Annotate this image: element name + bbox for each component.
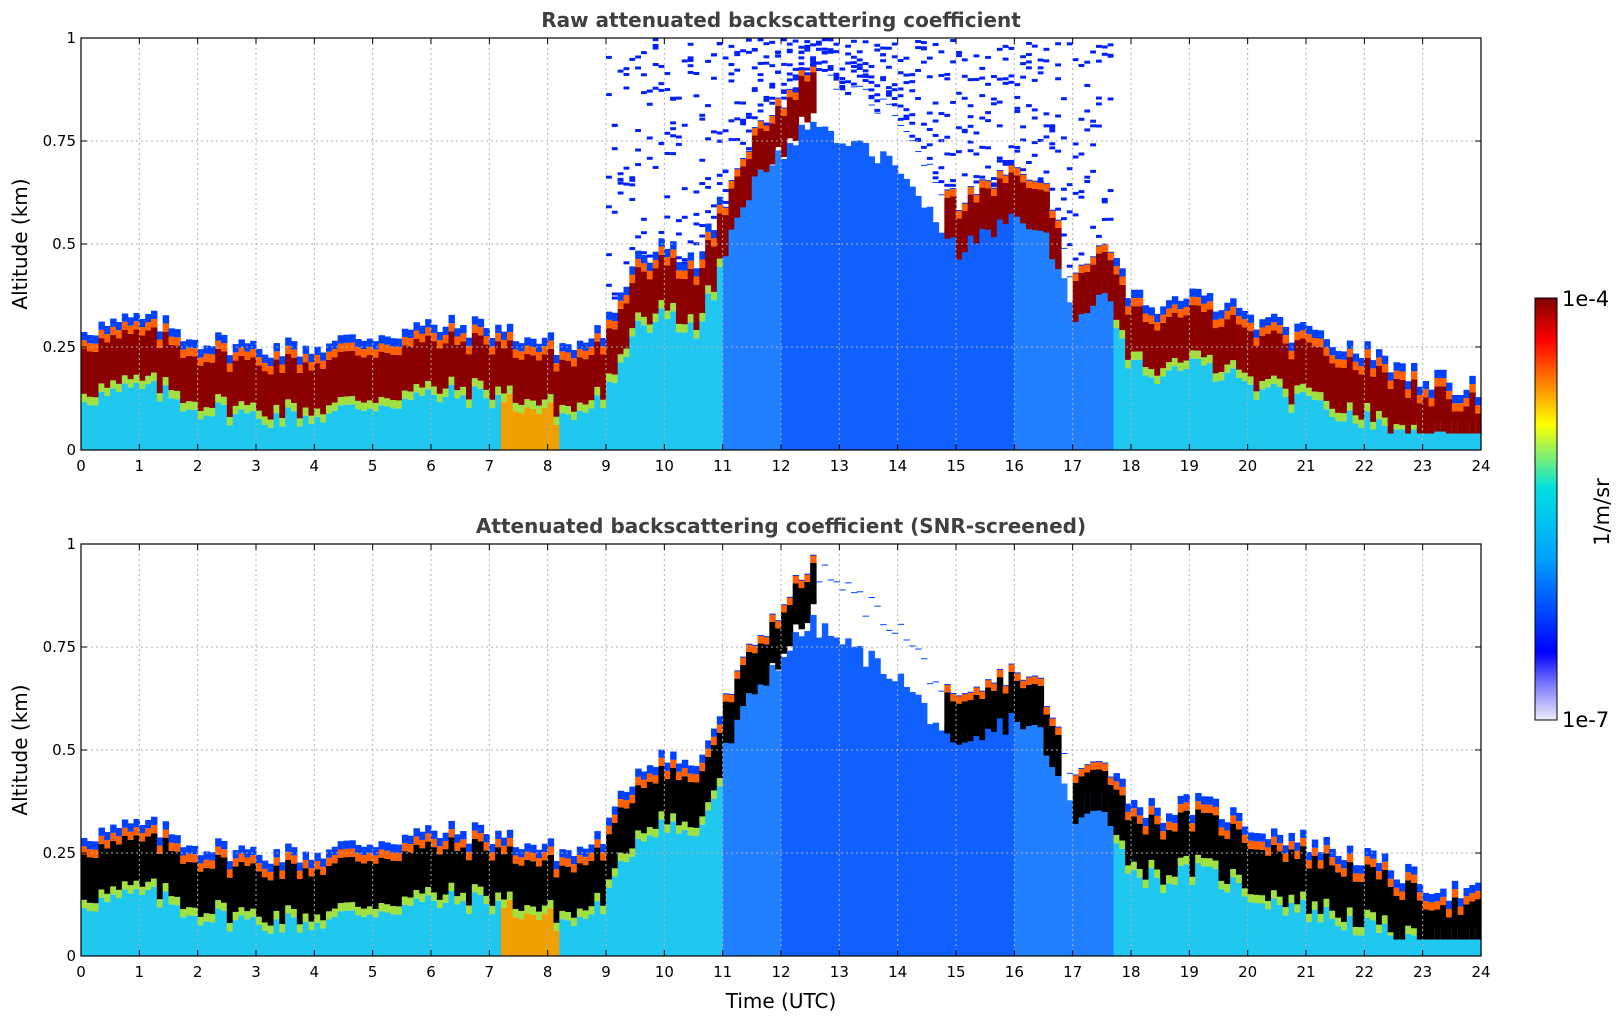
x-tick-label: 6 [426, 457, 436, 475]
x-tick-label: 0 [76, 963, 86, 981]
heatmap-area [81, 38, 1482, 451]
y-ticks: 0 0.25 0.5 0.75 1 [43, 29, 1481, 459]
x-tick-label: 5 [368, 963, 378, 981]
y-tick-label: 0.5 [52, 235, 76, 253]
x-tick-label: 3 [251, 963, 261, 981]
x-tick-label: 18 [1121, 457, 1140, 475]
x-tick-label: 23 [1413, 963, 1432, 981]
x-axis-label: Time (UTC) [725, 989, 837, 1013]
x-tick-label: 8 [543, 963, 553, 981]
y-tick-label: 0.25 [43, 844, 76, 862]
x-tick-label: 2 [193, 457, 203, 475]
x-tick-label: 20 [1238, 457, 1257, 475]
x-tick-label: 7 [485, 457, 495, 475]
y-tick-label: 0 [66, 947, 76, 965]
colorbar-max-label: 1e-4 [1562, 287, 1609, 311]
x-tick-label: 9 [601, 963, 611, 981]
x-tick-label: 18 [1121, 963, 1140, 981]
colorbar-scale [1534, 297, 1558, 721]
x-tick-label: 12 [771, 963, 790, 981]
x-tick-label: 6 [426, 963, 436, 981]
x-tick-label: 15 [946, 457, 965, 475]
x-tick-label: 5 [368, 457, 378, 475]
y-tick-label: 0.25 [43, 338, 76, 356]
y-tick-label: 1 [66, 29, 76, 47]
x-tick-label: 19 [1180, 457, 1199, 475]
x-ticks: 0 1 2 3 4 5 6 7 8 9 10 11 12 13 14 15 16 17 18 19 20 21 22 23 24 [76, 544, 1491, 981]
panel-title: Raw attenuated backscattering coefficien… [541, 8, 1021, 32]
x-tick-label: 15 [946, 963, 965, 981]
y-axis-label: Altitude (km) [8, 684, 32, 815]
y-tick-label: 0 [66, 441, 76, 459]
x-tick-label: 14 [888, 457, 907, 475]
x-tick-label: 4 [310, 963, 320, 981]
panel-screened: Attenuated backscattering coefficient (S… [8, 514, 1491, 1013]
x-tick-label: 0 [76, 457, 86, 475]
y-axis-label: Altitude (km) [8, 178, 32, 309]
x-tick-label: 16 [1005, 457, 1024, 475]
colorbar-unit-label: 1/m/sr [1590, 478, 1614, 546]
colorbar: 1e-4 1e-7 1/m/sr [1534, 287, 1614, 732]
y-tick-label: 0.75 [43, 132, 76, 150]
x-tick-label: 24 [1471, 963, 1490, 981]
x-tick-label: 4 [310, 457, 320, 475]
x-tick-label: 21 [1296, 457, 1315, 475]
x-tick-label: 13 [830, 457, 849, 475]
x-tick-label: 10 [655, 457, 674, 475]
x-ticks: 0 1 2 3 4 5 6 7 8 9 10 11 12 13 14 15 16 17 18 19 20 21 22 23 24 [76, 38, 1491, 475]
panel-title: Attenuated backscattering coefficient (S… [476, 514, 1086, 538]
x-tick-label: 14 [888, 963, 907, 981]
colorbar-min-label: 1e-7 [1562, 708, 1609, 732]
x-tick-label: 22 [1355, 457, 1374, 475]
x-tick-label: 1 [135, 457, 145, 475]
x-tick-label: 8 [543, 457, 553, 475]
x-tick-label: 21 [1296, 963, 1315, 981]
x-tick-label: 17 [1063, 963, 1082, 981]
x-tick-label: 24 [1471, 457, 1490, 475]
x-tick-label: 9 [601, 457, 611, 475]
y-tick-label: 1 [66, 535, 76, 553]
y-ticks: 0 0.25 0.5 0.75 1 [43, 535, 1481, 965]
grid [81, 38, 1481, 450]
x-tick-label: 17 [1063, 457, 1082, 475]
x-tick-label: 22 [1355, 963, 1374, 981]
panel-raw: Raw attenuated backscattering coefficien… [8, 8, 1491, 475]
x-tick-label: 12 [771, 457, 790, 475]
grid [81, 544, 1481, 956]
heatmap-area [81, 554, 1482, 956]
x-tick-label: 16 [1005, 963, 1024, 981]
x-tick-label: 3 [251, 457, 261, 475]
y-tick-label: 0.5 [52, 741, 76, 759]
x-tick-label: 2 [193, 963, 203, 981]
x-tick-label: 1 [135, 963, 145, 981]
x-tick-label: 10 [655, 963, 674, 981]
x-tick-label: 23 [1413, 457, 1432, 475]
x-tick-label: 11 [713, 457, 732, 475]
x-tick-label: 7 [485, 963, 495, 981]
x-tick-label: 11 [713, 963, 732, 981]
y-tick-label: 0.75 [43, 638, 76, 656]
x-tick-label: 13 [830, 963, 849, 981]
x-tick-label: 20 [1238, 963, 1257, 981]
x-tick-label: 19 [1180, 963, 1199, 981]
